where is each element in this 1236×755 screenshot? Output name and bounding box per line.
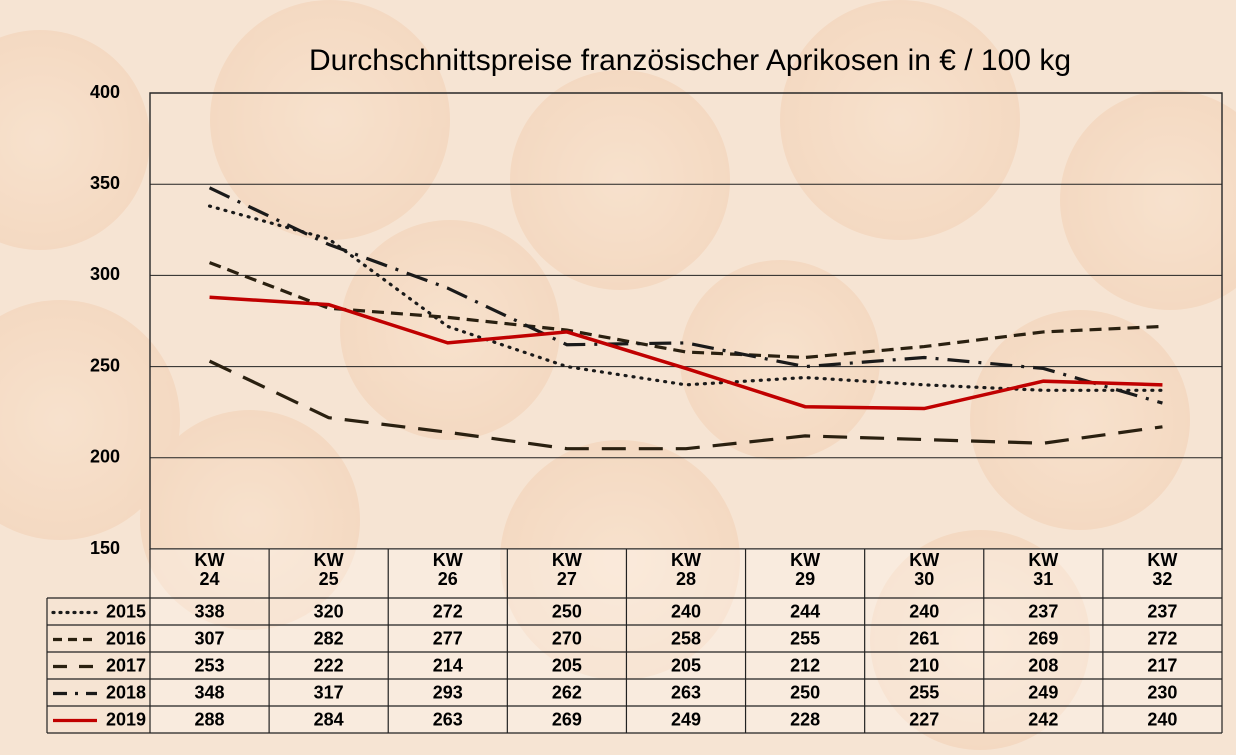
table-value: 230 <box>1147 682 1177 702</box>
table-value: 250 <box>552 601 582 621</box>
table-value: 228 <box>790 709 820 729</box>
table-value: 237 <box>1028 601 1058 621</box>
table-value: 263 <box>433 709 463 729</box>
y-tick-label: 200 <box>90 447 120 467</box>
x-tick-label: KW 30 <box>909 551 939 589</box>
legend-label: 2018 <box>106 682 146 702</box>
table-value: 258 <box>671 628 701 648</box>
legend-label: 2016 <box>106 628 146 648</box>
table-value: 240 <box>909 601 939 621</box>
table-value: 214 <box>433 655 463 675</box>
table-value: 255 <box>790 628 820 648</box>
legend-label: 2017 <box>106 655 146 675</box>
legend-label: 2015 <box>106 601 146 621</box>
x-tick-cell: KW 28 <box>626 549 745 598</box>
x-tick-cell: KW 32 <box>1103 549 1222 598</box>
table-value: 217 <box>1147 655 1177 675</box>
table-value: 205 <box>671 655 701 675</box>
table-value: 242 <box>1028 709 1058 729</box>
table-value: 210 <box>909 655 939 675</box>
table-value: 307 <box>195 628 225 648</box>
table-value: 277 <box>433 628 463 648</box>
table-value: 237 <box>1147 601 1177 621</box>
x-tick-label: KW 24 <box>195 551 225 589</box>
table-value: 282 <box>314 628 344 648</box>
x-tick-label: KW 26 <box>433 551 463 589</box>
table-value: 222 <box>314 655 344 675</box>
x-tick-label: KW 32 <box>1147 551 1177 589</box>
x-tick-label: KW 28 <box>671 551 701 589</box>
table-value: 272 <box>1147 628 1177 648</box>
y-tick-label: 150 <box>90 538 120 558</box>
table-value: 320 <box>314 601 344 621</box>
table-value: 227 <box>909 709 939 729</box>
y-tick-label: 400 <box>90 82 120 102</box>
table-value: 253 <box>195 655 225 675</box>
x-tick-label: KW 29 <box>790 551 820 589</box>
x-tick-label: KW 25 <box>314 551 344 589</box>
table-value: 272 <box>433 601 463 621</box>
table-value: 208 <box>1028 655 1058 675</box>
table-value: 240 <box>671 601 701 621</box>
table-value: 250 <box>790 682 820 702</box>
x-tick-label: KW 31 <box>1028 551 1058 589</box>
table-value: 269 <box>552 709 582 729</box>
table-value: 270 <box>552 628 582 648</box>
x-tick-cell: KW 30 <box>865 549 984 598</box>
table-value: 263 <box>671 682 701 702</box>
table-value: 348 <box>195 682 225 702</box>
table-value: 244 <box>790 601 820 621</box>
x-tick-cell: KW 24 <box>150 549 269 598</box>
table-value: 262 <box>552 682 582 702</box>
table-value: 288 <box>195 709 225 729</box>
table-value: 317 <box>314 682 344 702</box>
x-tick-cell: KW 26 <box>388 549 507 598</box>
table-value: 255 <box>909 682 939 702</box>
table-value: 293 <box>433 682 463 702</box>
chart-title: Durchschnittspreise französischer Apriko… <box>309 44 1071 77</box>
table-value: 338 <box>195 601 225 621</box>
legend-label: 2019 <box>106 709 146 729</box>
table-value: 205 <box>552 655 582 675</box>
table-value: 269 <box>1028 628 1058 648</box>
table-value: 240 <box>1147 709 1177 729</box>
y-tick-label: 350 <box>90 173 120 193</box>
y-tick-label: 300 <box>90 264 120 284</box>
x-tick-label: KW 27 <box>552 551 582 589</box>
x-tick-cell: KW 31 <box>984 549 1103 598</box>
x-tick-cell: KW 29 <box>746 549 865 598</box>
y-tick-label: 250 <box>90 355 120 375</box>
chart: Durchschnittspreise französischer Apriko… <box>0 0 1236 755</box>
table-value: 284 <box>314 709 344 729</box>
table-value: 249 <box>671 709 701 729</box>
x-tick-cell: KW 27 <box>507 549 626 598</box>
table-value: 261 <box>909 628 939 648</box>
table-value: 212 <box>790 655 820 675</box>
table-value: 249 <box>1028 682 1058 702</box>
x-tick-cell: KW 25 <box>269 549 388 598</box>
